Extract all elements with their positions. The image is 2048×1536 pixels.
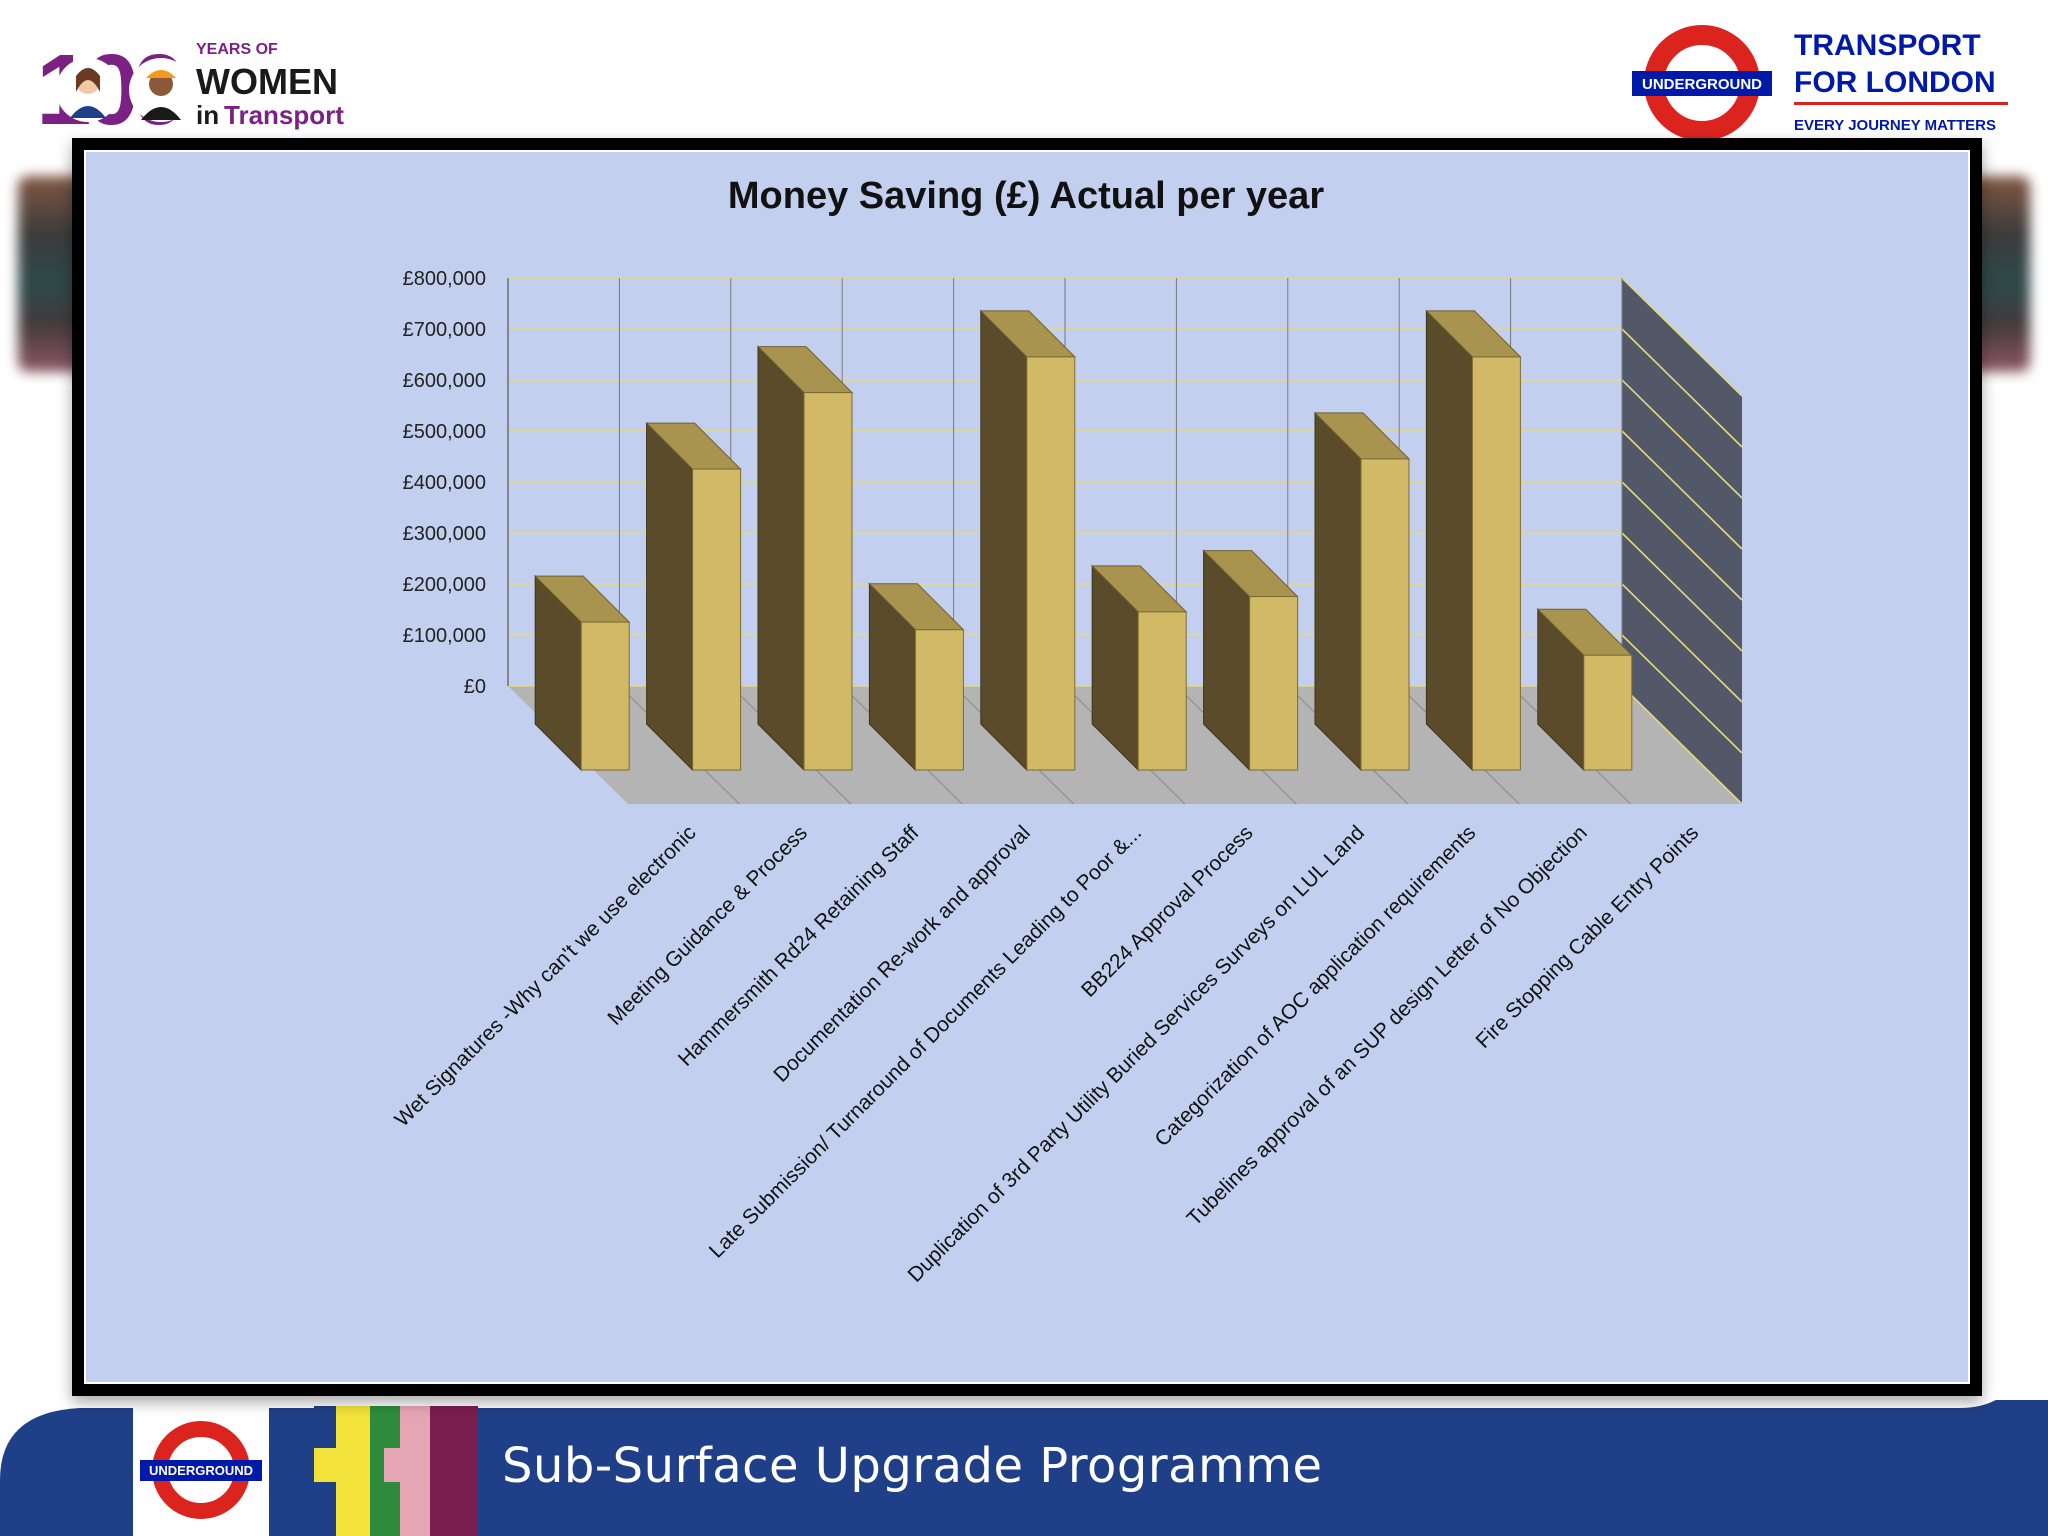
y-tick-label: £100,000: [403, 625, 486, 647]
x-tick-label: Late Submission/ Turnaround of Documents…: [705, 821, 1146, 1262]
chart-bars: [533, 309, 1634, 772]
y-axis-ticks: £0 £100,000 £200,000 £300,000 £400,000 £500,0…: [403, 268, 486, 698]
footer-pattern-icon: [314, 1406, 478, 1536]
bar-front: [580, 621, 630, 771]
bar-front: [1249, 596, 1299, 771]
side-gridline: [1621, 583, 1743, 703]
bar-front: [1471, 356, 1521, 771]
chart-title: Money Saving (£) Actual per year: [728, 175, 1324, 217]
x-tick-label: Fire Stopping Cable Entry Points: [1472, 821, 1704, 1053]
chart: Money Saving (£) Actual per year £0 £100,…: [390, 175, 1743, 1287]
y-tick-label: £400,000: [403, 472, 486, 494]
side-gridline: [1621, 430, 1743, 550]
y-tick-label: £600,000: [403, 370, 486, 392]
bar-front: [1360, 458, 1410, 771]
bar: [756, 345, 854, 772]
footer-bar: UNDERGROUND: [0, 1400, 2048, 1536]
roundel-label: UNDERGROUND: [1642, 76, 1762, 93]
tfl-red-rule: [1794, 102, 2008, 105]
underground-roundel-icon: UNDERGROUND: [1632, 25, 1772, 141]
y-tick-label: £500,000: [403, 421, 486, 443]
bar-side: [1425, 309, 1473, 772]
y-tick-label: £200,000: [403, 574, 486, 596]
side-gridline: [1621, 532, 1743, 652]
bar: [533, 574, 631, 772]
bar: [1202, 549, 1299, 772]
bar: [1425, 309, 1522, 772]
footer-underground-roundel-icon: UNDERGROUND: [140, 1421, 262, 1519]
bar: [1090, 564, 1188, 772]
x-tick-label: Hammersmith Rd24 Retaining Staff: [674, 821, 924, 1071]
logo-line-transport: Transport: [224, 100, 344, 130]
bar-front: [1026, 356, 1076, 771]
chart-area: Money Saving (£) Actual per year £0 £100,…: [84, 150, 1970, 1384]
side-gridline: [1621, 634, 1743, 754]
bar: [1313, 411, 1411, 772]
bar-front: [914, 629, 964, 771]
logo-line-years: YEARS OF: [196, 41, 278, 58]
side-gridline: [1621, 481, 1743, 601]
y-tick-label: £800,000: [403, 268, 486, 290]
tfl-tagline: EVERY JOURNEY MATTERS: [1794, 117, 1996, 134]
x-axis-labels: Wet Signatures -Why can't we use electro…: [390, 821, 1703, 1287]
bar-side: [980, 309, 1028, 772]
y-tick-label: £300,000: [403, 523, 486, 545]
bar-side: [1314, 411, 1362, 772]
bar: [868, 582, 965, 772]
side-gridline: [1621, 685, 1743, 805]
logo-line-women: WOMEN: [196, 61, 338, 102]
y-tick-label: £0: [464, 676, 486, 698]
bar: [645, 421, 742, 772]
bar-front: [1583, 654, 1633, 771]
tfl-line-transport: TRANSPORT: [1794, 29, 1981, 62]
women-in-transport-logo: 100 YEARS OF WOMEN in Transport: [36, 34, 344, 136]
y-tick-label: £700,000: [403, 319, 486, 341]
bar-front: [1137, 611, 1187, 771]
tfl-line-for-london: FOR LONDON: [1794, 66, 1996, 99]
bar-front: [803, 392, 853, 771]
bar-side: [646, 421, 694, 772]
side-gridline: [1621, 328, 1743, 448]
bar-side: [757, 345, 805, 772]
bar: [1536, 608, 1634, 772]
side-gridline: [1621, 277, 1743, 397]
logo-line-in: in: [196, 100, 219, 130]
x-tick-label: Documentation Re-work and approval: [769, 821, 1035, 1087]
x-tick-label: Tubelines approval of an SUP design Lett…: [1183, 821, 1592, 1230]
footer-title: Sub-Surface Upgrade Programme: [502, 1438, 1323, 1494]
tfl-logo: UNDERGROUND TRANSPORT FOR LONDON EVERY J…: [1632, 25, 2008, 141]
bar-front: [692, 468, 742, 771]
footer-roundel-label: UNDERGROUND: [149, 1463, 253, 1478]
chart-frame: Money Saving (£) Actual per year £0 £100,…: [72, 138, 1982, 1396]
x-tick-label: Meeting Guidance & Process: [603, 821, 812, 1030]
bar: [979, 309, 1077, 772]
side-gridline: [1621, 379, 1743, 499]
